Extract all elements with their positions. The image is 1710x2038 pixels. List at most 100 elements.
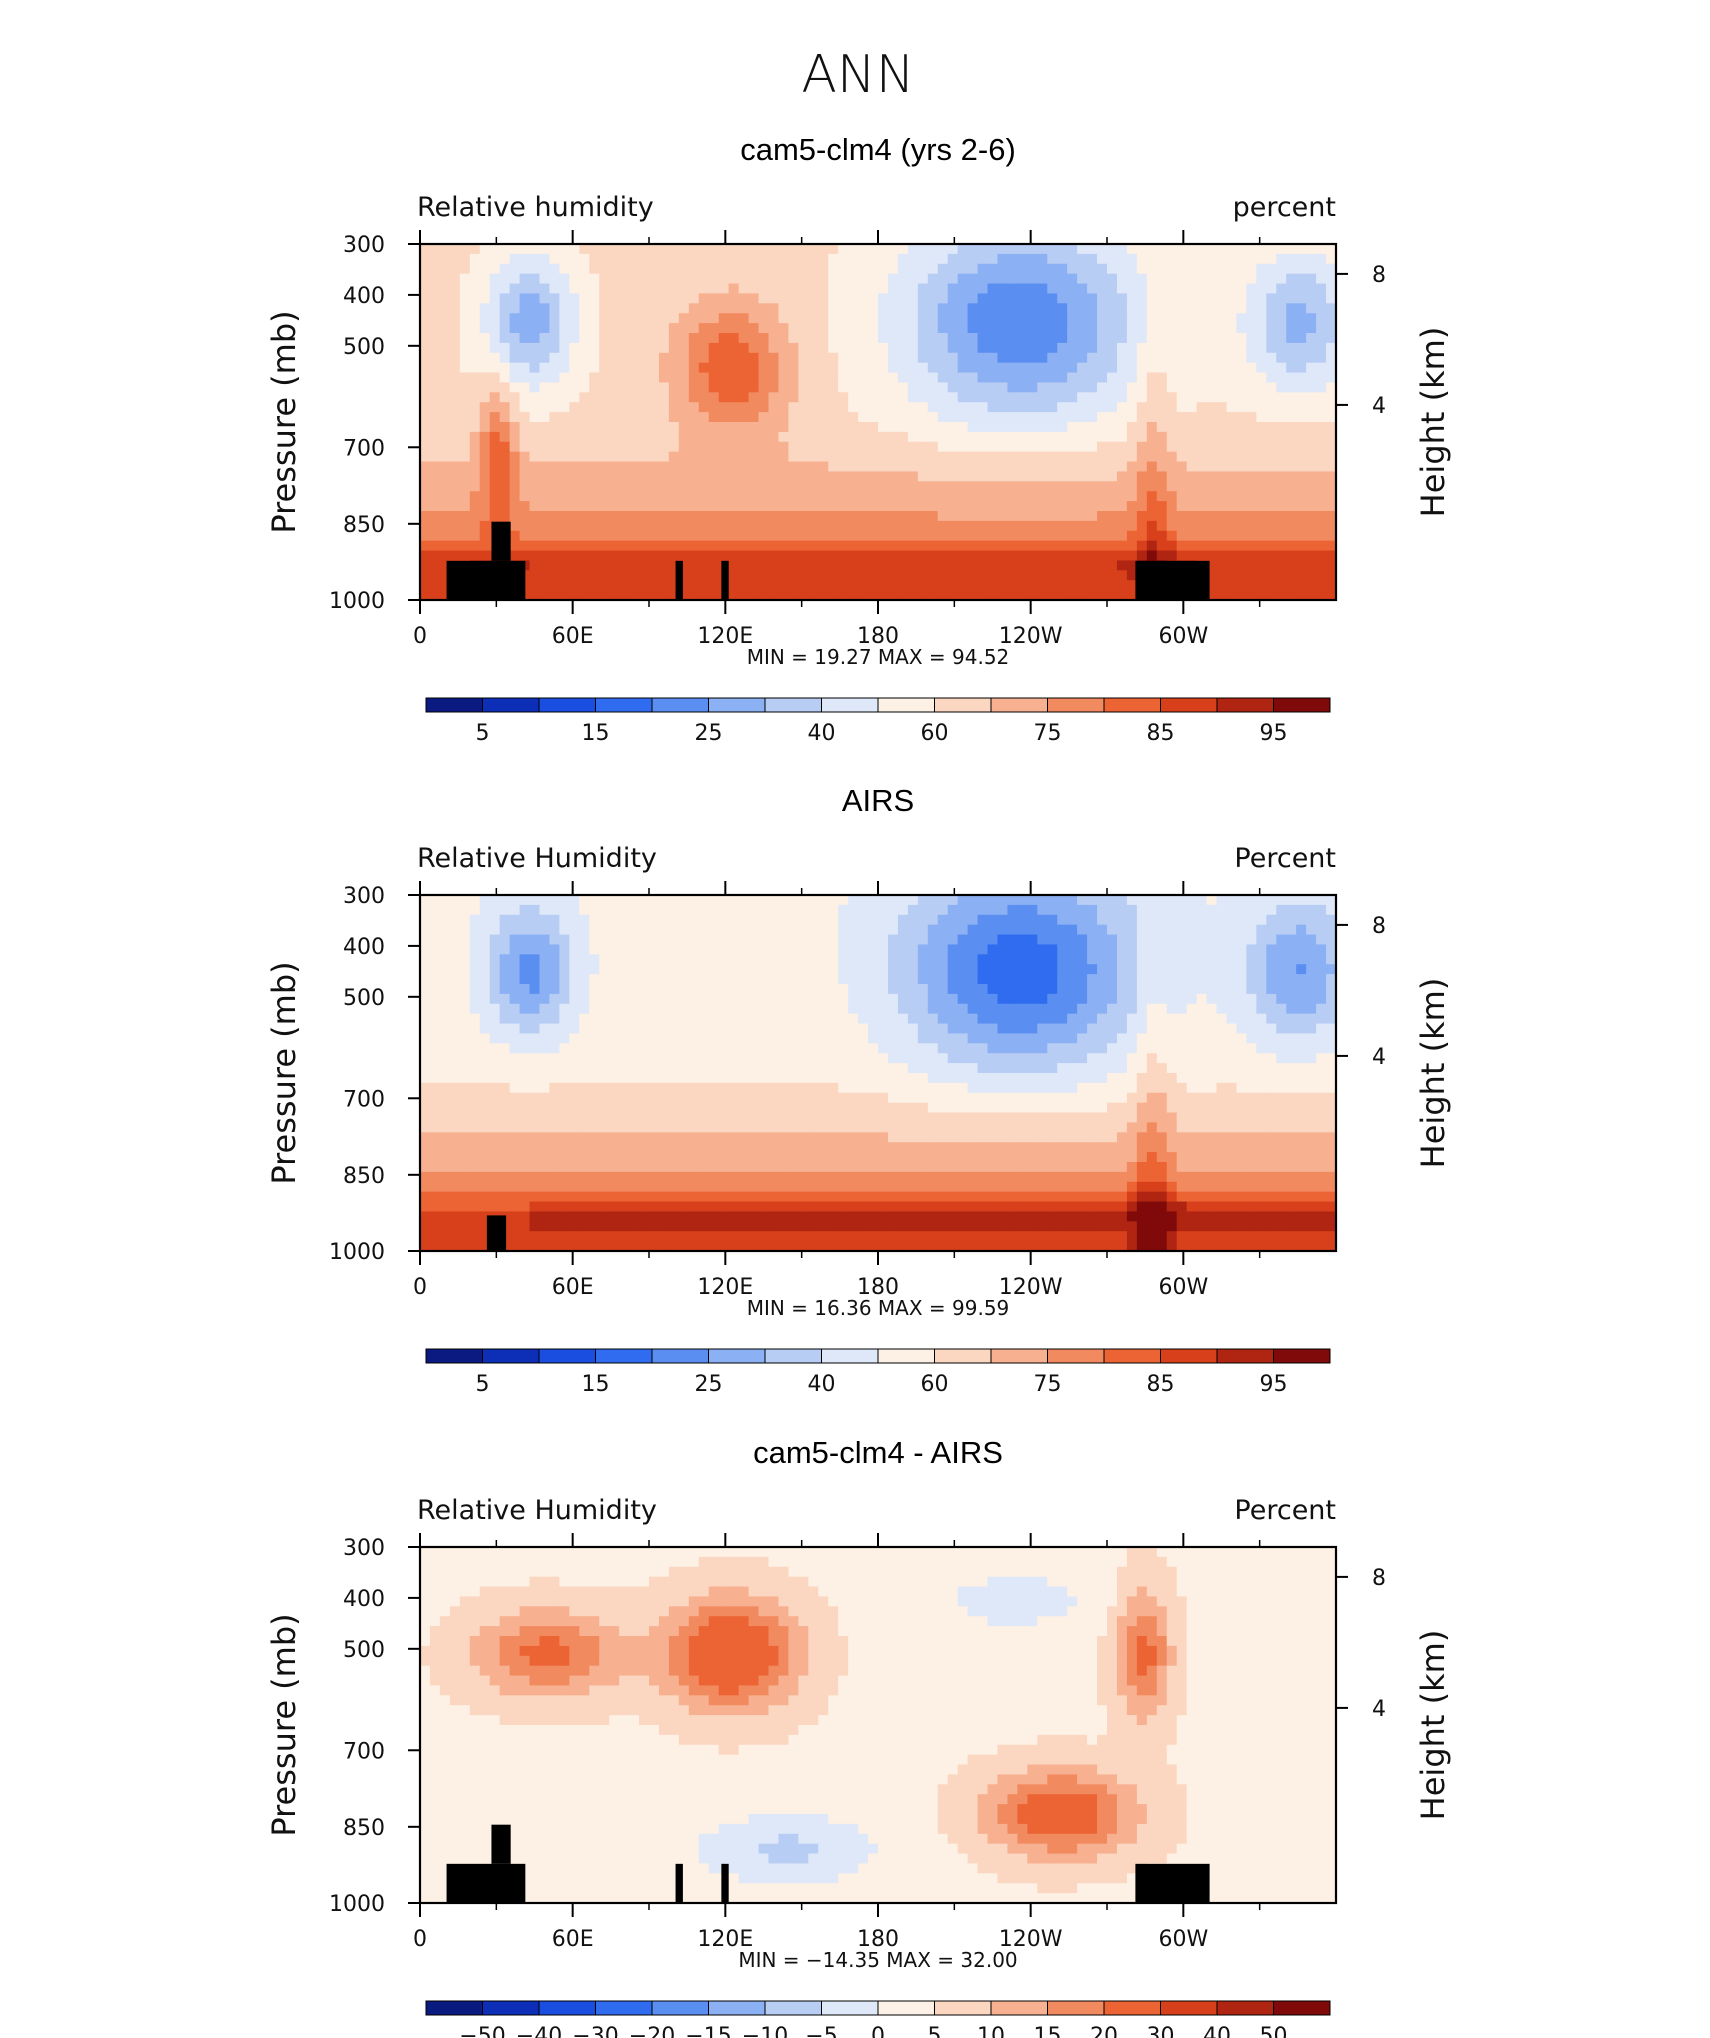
contour-cell bbox=[1326, 511, 1337, 522]
contour-cell bbox=[469, 964, 481, 975]
contour-cell bbox=[1236, 342, 1247, 354]
contour-cell bbox=[1146, 530, 1158, 542]
contour-cell bbox=[858, 964, 869, 975]
contour-cell bbox=[658, 491, 670, 502]
contour-cell bbox=[997, 481, 1009, 492]
contour-cell bbox=[1256, 511, 1267, 522]
contour-cell bbox=[1276, 333, 1287, 344]
contour-cell bbox=[967, 984, 979, 995]
contour-cell bbox=[927, 1003, 939, 1015]
contour-cell bbox=[708, 904, 720, 916]
contour-cell bbox=[549, 431, 560, 443]
contour-cell bbox=[519, 1053, 531, 1064]
contour-cell bbox=[479, 481, 491, 492]
contour-cell bbox=[1306, 984, 1317, 995]
contour-cell bbox=[868, 993, 879, 1005]
contour-cell bbox=[808, 1023, 819, 1035]
contour-cell bbox=[1146, 471, 1158, 482]
contour-cell bbox=[778, 461, 789, 473]
contour-cell bbox=[758, 550, 770, 562]
contour-cell bbox=[629, 914, 640, 926]
contour-cell bbox=[479, 313, 491, 324]
contour-cell bbox=[798, 263, 809, 275]
contour-cell bbox=[868, 1003, 879, 1015]
contour-cell bbox=[579, 451, 590, 463]
contour-cell bbox=[1326, 993, 1337, 1005]
contour-cell bbox=[848, 1043, 859, 1054]
contour-cell bbox=[1146, 540, 1158, 552]
contour-cell bbox=[1067, 1033, 1078, 1044]
contour-cell bbox=[459, 461, 471, 473]
contour-cell bbox=[808, 560, 819, 571]
contour-cell bbox=[937, 323, 949, 334]
contour-cell bbox=[788, 530, 799, 542]
contour-cell bbox=[1126, 590, 1138, 601]
contour-cell bbox=[1256, 481, 1267, 492]
contour-cell bbox=[668, 471, 680, 482]
contour-cell bbox=[1326, 924, 1337, 936]
contour-cell bbox=[1216, 914, 1228, 926]
contour-cell bbox=[808, 895, 819, 906]
contour-cell bbox=[420, 1043, 431, 1054]
contour-cell bbox=[828, 323, 839, 334]
contour-cell bbox=[1097, 924, 1108, 936]
contour-cell bbox=[1097, 540, 1108, 552]
contour-cell bbox=[509, 540, 521, 552]
contour-cell bbox=[499, 974, 511, 985]
contour-cell bbox=[907, 441, 919, 453]
contour-cell bbox=[509, 481, 521, 492]
contour-cell bbox=[987, 372, 999, 384]
contour-cell bbox=[1206, 1053, 1218, 1064]
contour-cell bbox=[1326, 491, 1337, 502]
contour-cell bbox=[897, 964, 909, 975]
contour-cell bbox=[1286, 283, 1297, 295]
contour-cell bbox=[1017, 342, 1028, 354]
contour-cell bbox=[728, 471, 740, 482]
contour-cell bbox=[609, 570, 620, 581]
contour-cell bbox=[708, 914, 720, 926]
contour-cell bbox=[1256, 461, 1267, 473]
contour-cell bbox=[579, 303, 590, 314]
contour-cell bbox=[987, 342, 999, 354]
contour-cell bbox=[768, 253, 780, 265]
contour-cell bbox=[639, 253, 650, 265]
contour-cell bbox=[1216, 1013, 1228, 1025]
contour-cell bbox=[609, 481, 620, 492]
contour-cell bbox=[658, 1033, 670, 1044]
contour-cell bbox=[1097, 954, 1108, 965]
contour-cell bbox=[439, 461, 451, 473]
contour-cell bbox=[878, 954, 889, 965]
contour-cell bbox=[808, 530, 819, 542]
contour-cell bbox=[559, 590, 570, 601]
contour-cell bbox=[738, 1063, 750, 1074]
contour-cell bbox=[1007, 914, 1018, 926]
contour-cell bbox=[549, 451, 560, 463]
contour-cell bbox=[499, 441, 511, 453]
contour-cell bbox=[748, 313, 760, 324]
contour-cell bbox=[439, 263, 451, 275]
contour-cell bbox=[808, 520, 819, 532]
contour-cell bbox=[569, 914, 580, 926]
colorbar-label: 85 bbox=[1147, 721, 1175, 746]
contour-cell bbox=[738, 1043, 750, 1054]
contour-cell bbox=[420, 263, 431, 275]
contour-cell bbox=[1126, 481, 1138, 492]
contour-cell bbox=[509, 944, 521, 955]
contour-cell bbox=[1326, 342, 1337, 354]
contour-cell bbox=[957, 540, 969, 552]
contour-cell bbox=[1236, 530, 1247, 542]
contour-cell bbox=[907, 560, 919, 571]
contour-cell bbox=[997, 382, 1009, 393]
contour-cell bbox=[1226, 944, 1238, 955]
contour-cell bbox=[1246, 441, 1257, 453]
contour-cell bbox=[848, 303, 859, 314]
contour-cell bbox=[967, 590, 979, 601]
contour-cell bbox=[420, 471, 431, 482]
contour-cell bbox=[649, 914, 660, 926]
contour-cell bbox=[927, 954, 939, 965]
contour-cell bbox=[778, 570, 789, 581]
contour-cell bbox=[728, 303, 740, 314]
contour-cell bbox=[1326, 1013, 1337, 1025]
contour-cell bbox=[1326, 520, 1337, 532]
contour-cell bbox=[1146, 924, 1158, 936]
